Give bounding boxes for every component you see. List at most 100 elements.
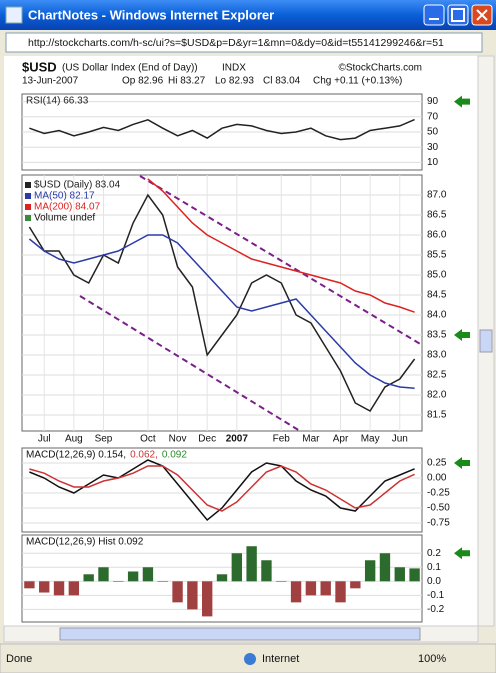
hist-bar — [83, 574, 94, 582]
hist-bar — [157, 581, 168, 582]
hist-bar — [350, 581, 361, 589]
hist-bar — [364, 560, 376, 582]
y-tick-label: -0.1 — [427, 590, 445, 601]
legend-entry: RSI(14) 66.33 — [26, 96, 89, 107]
hist-bar — [216, 574, 228, 582]
series-line — [29, 465, 415, 512]
hist-bar — [187, 581, 198, 610]
y-tick-label: 0.2 — [427, 548, 441, 559]
y-tick-label: 83.5 — [427, 330, 447, 341]
x-tick-label: Feb — [273, 434, 291, 445]
window-title: ChartNotes - Windows Internet Explorer — [28, 7, 274, 22]
zone-icon — [244, 653, 256, 665]
legend-entry: $USD (Daily) 83.04 — [34, 180, 121, 191]
series-line — [29, 459, 415, 522]
symbol: $USD — [22, 59, 57, 74]
charts: 90 70 50 30 10 RSI(14) 66.33 87.0 86.5 86.0 85.5 8… — [21, 93, 470, 623]
x-tick-label: Jun — [392, 434, 408, 445]
y-tick-label: 0.00 — [427, 473, 447, 484]
window-button-icons — [429, 8, 488, 22]
y-tick-label: 85.5 — [427, 250, 447, 261]
y-tick-label: 85.0 — [427, 270, 447, 281]
legend-entry: 0.062, — [130, 450, 158, 461]
hist-bar — [231, 553, 242, 582]
y-tick-label: -0.75 — [427, 518, 450, 529]
hist-bar — [409, 568, 420, 582]
panel-frame — [21, 174, 423, 432]
y-tick-label: 0.0 — [427, 576, 441, 587]
hist-bar — [394, 567, 405, 582]
green-arrow — [454, 95, 470, 108]
legend-entry: MA(50) 82.17 — [34, 191, 95, 202]
y-tick-label: 86.5 — [427, 210, 447, 221]
hist-bar — [98, 567, 109, 582]
y-tick-label: 81.5 — [427, 410, 447, 421]
address-text: http://stockcharts.com/h-sc/ui?s=$USD&p=… — [28, 37, 444, 49]
hist-bar — [261, 560, 272, 582]
y-tick-label: -0.25 — [427, 488, 450, 499]
title-bar — [0, 0, 496, 30]
y-tick-label: 86.0 — [427, 230, 447, 241]
y-tick-label: 84.5 — [427, 290, 447, 301]
hist-bar — [39, 581, 50, 593]
y-tick-label: 82.5 — [427, 370, 447, 381]
y-tick-label: -0.50 — [427, 503, 450, 514]
low: Lo 82.93 — [215, 76, 254, 87]
hist-bar — [276, 581, 287, 582]
x-tick-label: Apr — [333, 434, 349, 445]
x-tick-label: May — [361, 434, 380, 445]
green-arrow — [454, 329, 470, 341]
legend-entry: MACD(12,26,9) 0.154, — [26, 450, 126, 461]
series-line — [147, 178, 415, 313]
x-tick-label: Dec — [198, 434, 216, 445]
horizontal-scroll-thumb[interactable] — [59, 627, 421, 641]
credit: ©StockCharts.com — [338, 63, 422, 74]
date: 13-Jun-2007 — [22, 76, 79, 87]
y-tick-label: 50 — [427, 127, 439, 138]
series-line — [28, 234, 415, 389]
trend-line — [79, 295, 301, 432]
hist-bar — [290, 581, 302, 603]
hist-bar — [379, 553, 391, 582]
x-tick-label: Mar — [302, 434, 320, 445]
legend-swatch — [25, 215, 31, 221]
exchange: INDX — [222, 63, 246, 74]
y-tick-label: 83.0 — [427, 350, 447, 361]
index-name: (US Dollar Index (End of Day)) — [62, 63, 198, 74]
series-line — [29, 118, 415, 141]
legend-entry: 0.092 — [162, 450, 187, 461]
close: Cl 83.04 — [263, 76, 301, 87]
panel-title: MACD(12,26,9) Hist 0.092 — [26, 537, 144, 548]
y-tick-label: 84.0 — [427, 310, 447, 321]
legend-entry: MA(200) 84.07 — [34, 202, 101, 213]
hist-bar — [24, 581, 35, 589]
y-tick-label: 90 — [427, 96, 439, 107]
change: Chg +0.11 (+0.13%) — [313, 76, 402, 87]
y-tick-label: 0.1 — [427, 562, 441, 573]
x-tick-label: 2007 — [226, 434, 249, 445]
y-tick-label: 70 — [427, 111, 439, 122]
y-tick-label: -0.2 — [427, 604, 445, 615]
address-bar[interactable] — [5, 32, 483, 53]
y-tick-label: 30 — [427, 142, 439, 153]
zoom-text[interactable]: 100% — [418, 653, 446, 665]
y-tick-label: 10 — [427, 157, 439, 168]
legend-swatch — [25, 193, 31, 199]
status-text: Done — [6, 653, 32, 665]
y-tick-label: 87.0 — [427, 190, 447, 201]
app-icon — [5, 6, 23, 24]
minimize-button[interactable] — [423, 4, 445, 26]
series-line — [28, 193, 416, 412]
y-tick-label: 82.0 — [427, 390, 447, 401]
legend-swatch — [25, 204, 31, 210]
open: Op 82.96 — [122, 76, 164, 87]
panel-frame — [21, 534, 423, 623]
vertical-scroll-thumb[interactable] — [479, 329, 493, 353]
hist-bar — [127, 571, 139, 582]
content-area — [4, 56, 478, 626]
hist-bar — [320, 581, 331, 596]
hist-bar — [335, 581, 346, 603]
hist-bar — [113, 581, 124, 582]
